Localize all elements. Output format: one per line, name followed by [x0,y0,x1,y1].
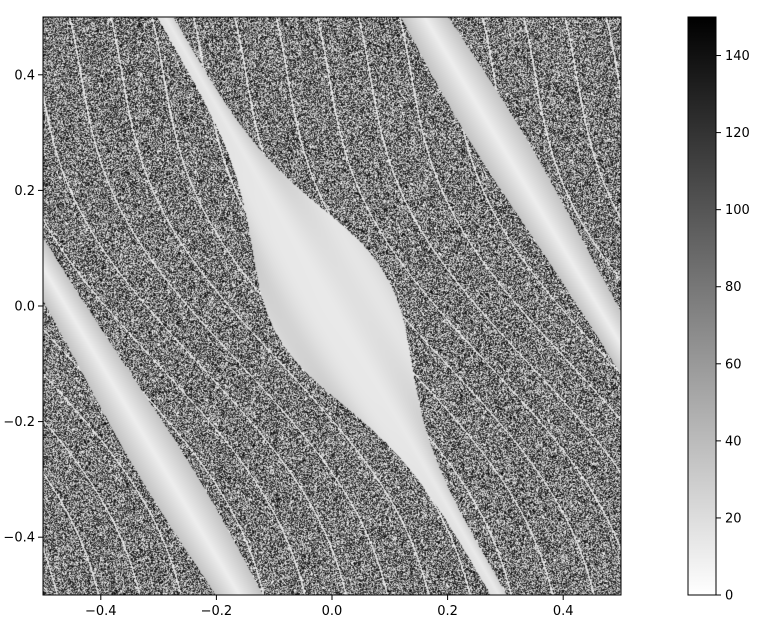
x-tick-label: 0.0 [322,604,343,619]
colorbar-tick-label: 40 [725,434,742,449]
colorbar-frame [687,16,717,596]
colorbar-tick-label: 80 [725,280,742,295]
colorbar-tick-label: 20 [725,511,742,526]
colorbar-tick-label: 0 [725,589,733,604]
heatmap-image [43,17,621,595]
y-tick-label: 0.0 [14,300,35,315]
x-axis: −0.4 −0.2 0.0 0.2 0.4 [85,595,574,619]
colorbar-tick-label: 60 [725,357,742,372]
colorbar-axis: 0 20 40 60 80 100 120 140 [716,49,750,604]
y-tick-label: 0.4 [14,68,35,83]
y-tick-label: −0.4 [3,531,35,546]
x-tick-label: 0.4 [553,604,574,619]
colorbar-tick-label: 140 [725,49,750,64]
y-tick-label: 0.2 [14,184,35,199]
y-tick-label: −0.2 [3,415,35,430]
x-tick-label: −0.2 [201,604,233,619]
colorbar-gradient [688,17,716,595]
x-tick-label: 0.2 [437,604,458,619]
colorbar-tick-label: 120 [725,126,750,141]
colorbar-tick-label: 100 [725,203,750,218]
y-axis: −0.4 −0.2 0.0 0.2 0.4 [3,68,43,546]
x-tick-label: −0.4 [85,604,117,619]
heatmap-image-container [43,17,621,595]
